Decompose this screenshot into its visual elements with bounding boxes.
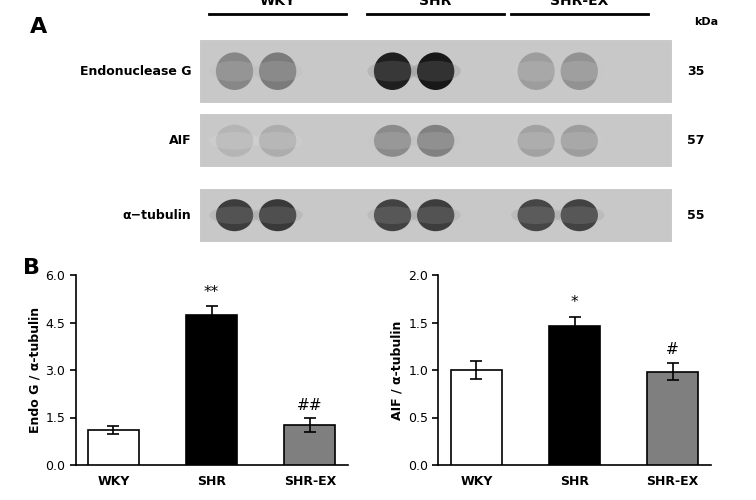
Y-axis label: AIF / α-tubulin: AIF / α-tubulin	[391, 320, 404, 420]
Ellipse shape	[209, 206, 260, 224]
Ellipse shape	[253, 206, 303, 224]
Text: α−tubulin: α−tubulin	[122, 208, 191, 222]
Ellipse shape	[259, 125, 296, 157]
Bar	[284, 426, 336, 465]
Ellipse shape	[216, 52, 253, 90]
Ellipse shape	[216, 199, 253, 231]
Ellipse shape	[417, 125, 454, 157]
Text: WKY: WKY	[259, 0, 296, 8]
Text: AIF: AIF	[169, 134, 191, 147]
Ellipse shape	[411, 61, 461, 82]
Ellipse shape	[209, 132, 260, 150]
Bar	[88, 430, 139, 465]
Ellipse shape	[417, 52, 454, 90]
Ellipse shape	[417, 199, 454, 231]
Ellipse shape	[367, 132, 418, 150]
Ellipse shape	[518, 52, 555, 90]
Ellipse shape	[374, 199, 411, 231]
Ellipse shape	[561, 52, 598, 90]
Ellipse shape	[561, 125, 598, 157]
Ellipse shape	[411, 132, 461, 150]
Ellipse shape	[511, 132, 562, 150]
Ellipse shape	[554, 61, 605, 82]
Ellipse shape	[253, 61, 303, 82]
Text: #: #	[666, 342, 679, 356]
Bar	[451, 370, 502, 465]
Ellipse shape	[367, 61, 418, 82]
Text: Endonuclease G: Endonuclease G	[80, 64, 191, 78]
Ellipse shape	[216, 125, 253, 157]
Ellipse shape	[554, 206, 605, 224]
Ellipse shape	[374, 52, 411, 90]
Bar	[549, 326, 600, 465]
Text: B: B	[23, 258, 39, 278]
Text: 57: 57	[687, 134, 705, 147]
FancyBboxPatch shape	[199, 188, 673, 243]
Ellipse shape	[411, 206, 461, 224]
Ellipse shape	[561, 199, 598, 231]
Ellipse shape	[374, 125, 411, 157]
FancyBboxPatch shape	[199, 39, 673, 104]
Ellipse shape	[511, 61, 562, 82]
Ellipse shape	[518, 125, 555, 157]
Ellipse shape	[259, 52, 296, 90]
Ellipse shape	[259, 199, 296, 231]
Ellipse shape	[554, 132, 605, 150]
Ellipse shape	[511, 206, 562, 224]
Ellipse shape	[253, 132, 303, 150]
Ellipse shape	[209, 61, 260, 82]
Ellipse shape	[367, 206, 418, 224]
Y-axis label: Endo G / α-tubulin: Endo G / α-tubulin	[28, 307, 41, 433]
Text: SHR-EX: SHR-EX	[550, 0, 609, 8]
Ellipse shape	[518, 199, 555, 231]
Text: 35: 35	[687, 64, 705, 78]
Text: A: A	[30, 17, 47, 37]
Bar	[186, 314, 237, 465]
Text: 55: 55	[687, 208, 705, 222]
Text: kDa: kDa	[694, 17, 718, 27]
Bar	[647, 372, 699, 465]
Text: *: *	[571, 295, 578, 310]
Text: **: **	[204, 285, 219, 300]
Text: SHR: SHR	[420, 0, 452, 8]
Text: ##: ##	[297, 398, 323, 413]
FancyBboxPatch shape	[199, 113, 673, 168]
